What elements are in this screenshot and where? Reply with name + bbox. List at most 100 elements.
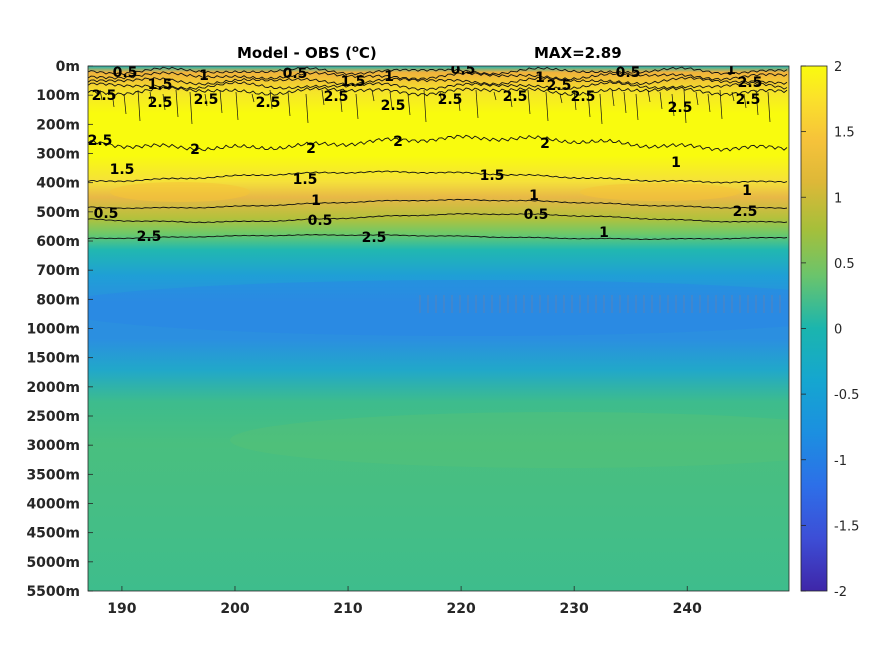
contour-label: 2.5 — [362, 230, 387, 246]
y-tick-label: 4000m — [26, 497, 80, 513]
contour-spike — [719, 89, 723, 120]
x-tick-label: 230 — [560, 601, 589, 617]
x-tick-label: 190 — [107, 601, 136, 617]
x-tick-label: 200 — [220, 601, 249, 617]
contour-spike — [457, 93, 461, 112]
heatmap-base — [88, 66, 789, 591]
contour-label: 2.5 — [571, 89, 596, 105]
colorbar-tick-label: 0 — [834, 323, 842, 338]
y-tick-label: 800m — [36, 292, 80, 308]
contour-label: 1.5 — [293, 172, 318, 188]
contour-label: 2.5 — [137, 229, 162, 245]
contour-spike — [755, 89, 759, 116]
colorbar-tick-label: 2 — [834, 60, 842, 75]
contour-spike — [189, 91, 193, 125]
contour-spike — [647, 89, 651, 103]
contour-spike — [407, 93, 411, 116]
contour-label: 1 — [529, 188, 539, 204]
x-tick-label: 210 — [333, 601, 362, 617]
contour-label: 0.5 — [94, 206, 119, 222]
contour-label: 0.5 — [113, 65, 138, 81]
contour-spike — [545, 91, 549, 122]
chart-title: Model - OBS (oC) — [237, 44, 377, 62]
y-tick-label: 2000m — [26, 380, 80, 396]
contour-spike — [707, 93, 711, 113]
contour-label: 2.5 — [503, 89, 528, 105]
contour-line — [88, 80, 788, 91]
colorbar-tick-label: 0.5 — [834, 257, 855, 272]
contour-spike — [509, 93, 513, 108]
contour-spike — [99, 89, 103, 101]
y-tick-label: 4500m — [26, 526, 80, 542]
contour-line — [88, 213, 788, 224]
colorbar-tick-label: 1 — [834, 191, 842, 206]
contour-spike — [162, 93, 166, 111]
contour-spike — [671, 93, 675, 117]
contour-spike — [573, 89, 577, 111]
contour-spike — [175, 89, 179, 118]
contour-label: 1 — [199, 68, 209, 84]
title-superscript: o — [352, 44, 359, 55]
contour-label: 2 — [393, 134, 403, 150]
contour-line — [88, 66, 788, 76]
contour-label: 2.5 — [88, 133, 113, 149]
contour-line — [88, 234, 788, 240]
contour-label: 1 — [535, 70, 545, 86]
colorbar-tick-label: -0.5 — [834, 388, 859, 403]
x-tick-label: 240 — [673, 601, 702, 617]
colorbar-tick-label: -1 — [834, 454, 847, 469]
contour-label: 2.5 — [438, 92, 463, 108]
heatmap-field: 0.51.51 0.5 1.5 1 0.5 1 2.50.5 12.52.5 2.5 2.5 2.5… — [88, 62, 789, 591]
contour-spike — [623, 91, 627, 114]
cold-core — [88, 280, 789, 336]
contour-spike — [599, 93, 603, 125]
y-tick-label: 700m — [36, 263, 80, 279]
contour-spike — [695, 91, 699, 106]
y-tick-label: 2500m — [26, 409, 80, 425]
contour-label: 1.5 — [148, 77, 173, 93]
contour-label: 2 — [306, 141, 316, 157]
y-tick-label: 500m — [36, 205, 80, 221]
contour-spike — [321, 89, 325, 106]
contour-line — [88, 134, 788, 152]
colorbar-ticks: 2 1.5 1 0.5 0 -0.5 -1 -1.5 -2 — [801, 60, 859, 600]
y-tick-label: 1000m — [26, 322, 80, 338]
contour-spike — [559, 93, 563, 104]
contour-spike — [149, 91, 153, 104]
contour-spike — [587, 91, 591, 118]
contour-spike — [355, 93, 359, 120]
contour-spike — [269, 89, 273, 110]
orange-patch-left — [110, 182, 250, 202]
contour-label: 0.5 — [524, 207, 549, 223]
y-tick-label: 3000m — [26, 438, 80, 454]
colorbar-tick-label: -1.5 — [834, 519, 859, 534]
y-tick-label: 0m — [56, 59, 80, 75]
contour-label: 0.5 — [451, 62, 476, 78]
contour-line — [88, 170, 788, 184]
x-tick-label: 220 — [446, 601, 475, 617]
max-label: MAX=2.89 — [534, 44, 622, 62]
warm-lens — [230, 412, 789, 468]
orange-patch-right — [580, 183, 740, 201]
contour-label: 2.5 — [547, 78, 572, 94]
contour-label: 2 — [540, 136, 550, 152]
contour-spike — [137, 89, 141, 122]
contour-spike — [371, 89, 375, 102]
contour-spike — [527, 89, 531, 115]
contour-spike — [743, 93, 747, 109]
y-tick-label: 3500m — [26, 467, 80, 483]
contour-label: 1 — [726, 62, 736, 78]
contour-spike — [611, 89, 615, 107]
contour-spike — [219, 89, 223, 114]
contour-line — [88, 76, 788, 86]
contour-label: 0.5 — [283, 66, 308, 82]
y-tick-label: 200m — [36, 117, 80, 133]
contour-label: 2.5 — [381, 98, 406, 114]
contour-line — [88, 198, 788, 210]
title-unit: C) — [359, 44, 377, 62]
contour-label: 1 — [599, 225, 609, 241]
contour-labels: 0.51.51 0.5 1.5 1 0.5 1 2.50.5 12.52.5 2.5 2.5 2.5… — [88, 62, 762, 246]
contour-label: 0.5 — [308, 213, 333, 229]
contour-line — [88, 86, 788, 97]
